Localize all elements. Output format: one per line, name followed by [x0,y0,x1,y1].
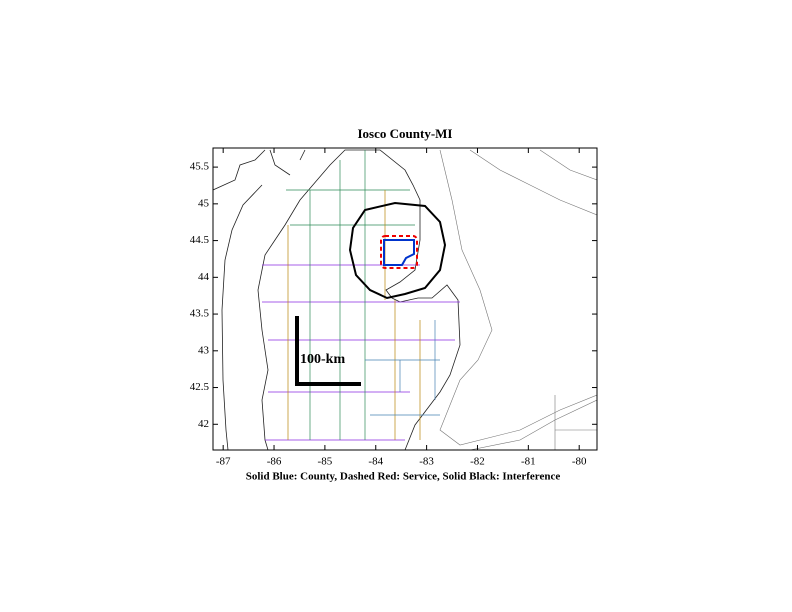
y-tick-label: 43.5 [190,308,210,320]
y-tick-label: 45.5 [190,161,210,173]
scale-bar [295,316,361,386]
x-tick-label: -82 [470,456,485,468]
wisconsin-shore [221,184,263,450]
service-contour [380,235,418,269]
x-axis-label: Solid Blue: County, Dashed Red: Service,… [246,471,561,483]
x-tick-label: -87 [216,456,231,468]
plot-frame [212,147,598,451]
y-tick-label: 45 [198,197,210,209]
county-outline [383,239,415,266]
scale-label: 100-km [300,352,345,367]
interference-contour [348,201,447,300]
ontario-shore [439,149,597,446]
lake-erie-shore [469,395,597,450]
x-tick-label: -86 [267,456,282,468]
y-tick-label: 42.5 [190,381,210,393]
x-tick-label: -80 [572,456,587,468]
y-tick-label: 42 [198,418,209,430]
lower-peninsula [257,149,461,450]
x-tick-label: -85 [318,456,333,468]
county-lines [262,150,460,441]
x-tick-label: -81 [521,456,536,468]
map-title: Iosco County-MI [358,126,453,141]
y-tick-label: 44.5 [190,234,210,246]
y-tick-label: 44 [198,271,210,283]
y-tick-label: 43 [198,344,210,356]
x-tick-label: -83 [419,456,434,468]
x-tick-label: -84 [368,456,383,468]
map-layer: 100-km [213,149,597,450]
upper-peninsula [213,149,306,191]
